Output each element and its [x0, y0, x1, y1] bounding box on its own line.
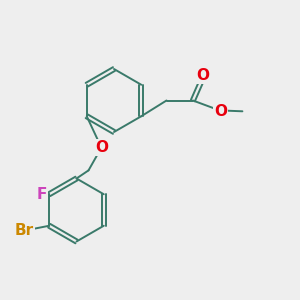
Text: O: O: [196, 68, 209, 82]
Text: Br: Br: [14, 223, 34, 238]
Text: O: O: [214, 104, 227, 119]
Text: F: F: [37, 187, 47, 202]
Text: O: O: [95, 140, 108, 155]
